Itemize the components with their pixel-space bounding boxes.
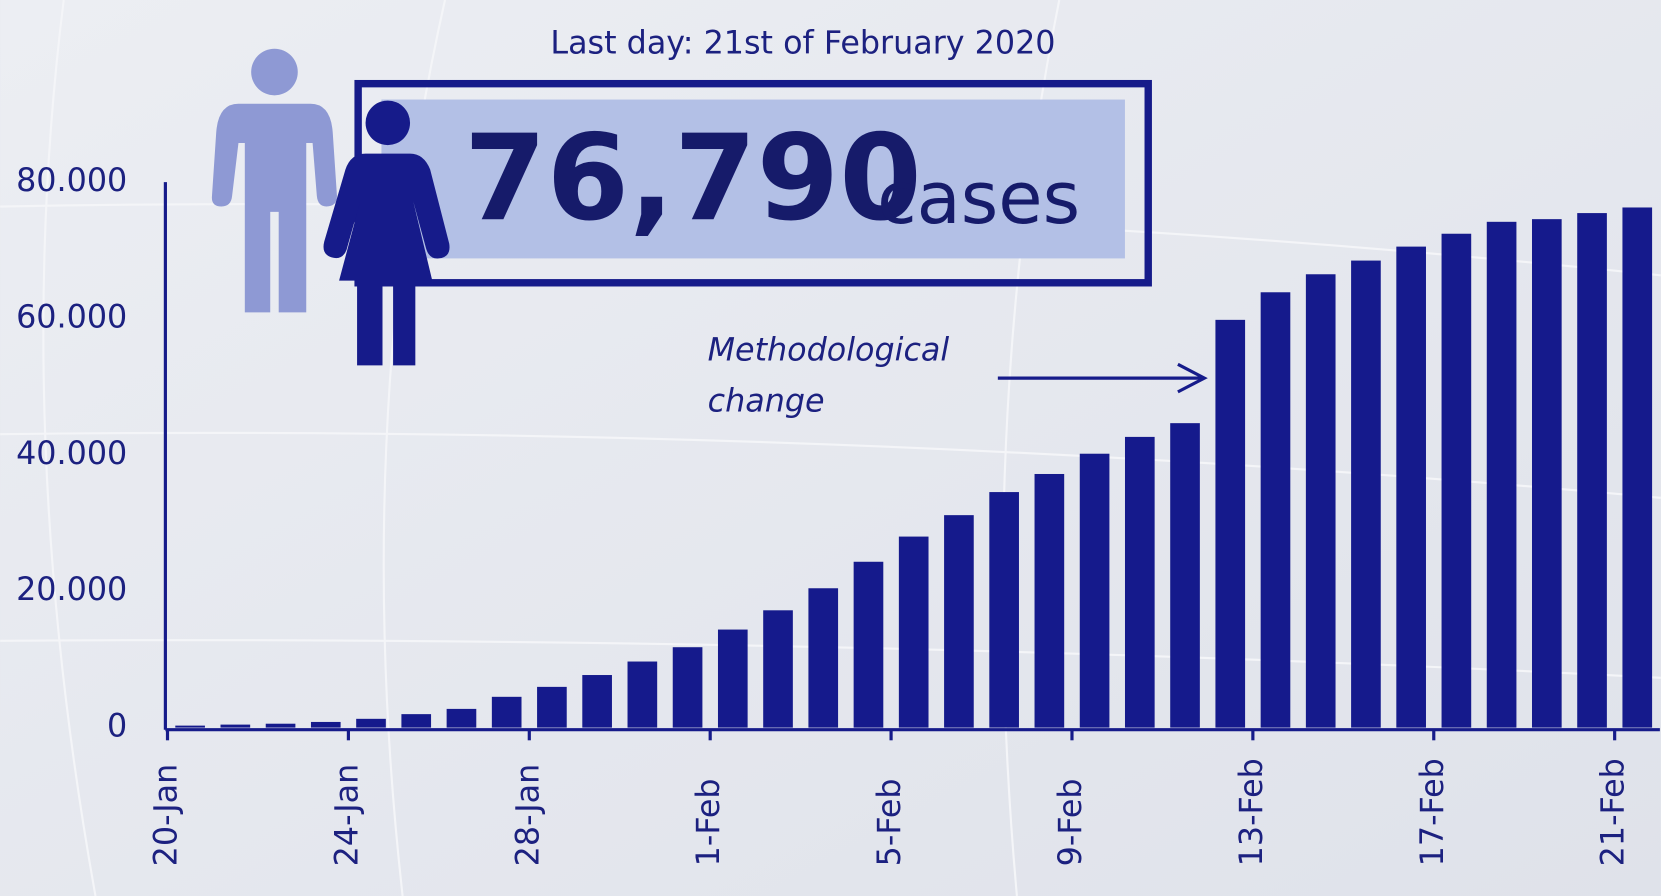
man-icon: [211, 48, 337, 313]
bar: [1441, 233, 1472, 728]
x-tick-label: 1-Feb: [691, 778, 727, 866]
annotation-line: change: [708, 383, 825, 419]
bar: [1396, 246, 1426, 728]
bar: [1034, 473, 1065, 728]
y-tick-label: 0: [107, 709, 127, 745]
x-tick-label: 21-Feb: [1596, 758, 1632, 866]
bar: [1260, 292, 1291, 728]
bar: [582, 675, 612, 728]
bar: [898, 536, 929, 728]
bar: [1531, 219, 1562, 728]
x-tick-label: 28-Jan: [510, 764, 546, 867]
bar: [1305, 274, 1336, 728]
y-tick-label: 80.000: [16, 163, 127, 199]
bar: [1215, 319, 1246, 728]
x-tick-label: 5-Feb: [872, 778, 908, 866]
bar: [1170, 423, 1200, 728]
bar: [944, 515, 974, 728]
bar: [808, 588, 839, 728]
x-tick-label: 24-Jan: [329, 764, 365, 867]
annotation-arrow: [997, 362, 1208, 394]
bar: [1622, 207, 1653, 728]
bar: [853, 561, 884, 728]
bar: [220, 724, 251, 728]
bar: [1351, 260, 1381, 728]
woman-icon: [323, 100, 450, 366]
bar: [672, 647, 703, 728]
bar: [537, 686, 567, 728]
x-tick-label: 17-Feb: [1415, 758, 1451, 866]
y-tick-label: 40.000: [16, 436, 127, 472]
bar: [491, 696, 522, 728]
bar: [717, 629, 748, 728]
headline-number: 76,790: [464, 109, 922, 247]
headline-unit: cases: [877, 156, 1080, 240]
bar: [356, 718, 386, 728]
bar: [1486, 221, 1517, 728]
bar: [265, 723, 296, 728]
headline-fill: [381, 99, 1125, 259]
y-tick-label: 20.000: [16, 572, 127, 608]
bar: [401, 714, 432, 728]
bar: [763, 610, 793, 728]
bar: [310, 721, 341, 728]
title: Last day: 21st of February 2020: [550, 25, 1055, 61]
x-tick-label: 9-Feb: [1053, 778, 1089, 866]
bar: [627, 661, 658, 728]
bar: [1577, 213, 1607, 728]
bar: [1079, 453, 1110, 728]
bar: [989, 492, 1019, 728]
x-tick-label: 20-Jan: [149, 764, 185, 867]
x-tick-label: 13-Feb: [1234, 758, 1270, 866]
bar: [1124, 436, 1155, 728]
annotation-line: Methodological: [708, 333, 950, 369]
y-tick-label: 60.000: [16, 300, 127, 336]
bar: [175, 725, 205, 728]
bar: [446, 708, 477, 728]
